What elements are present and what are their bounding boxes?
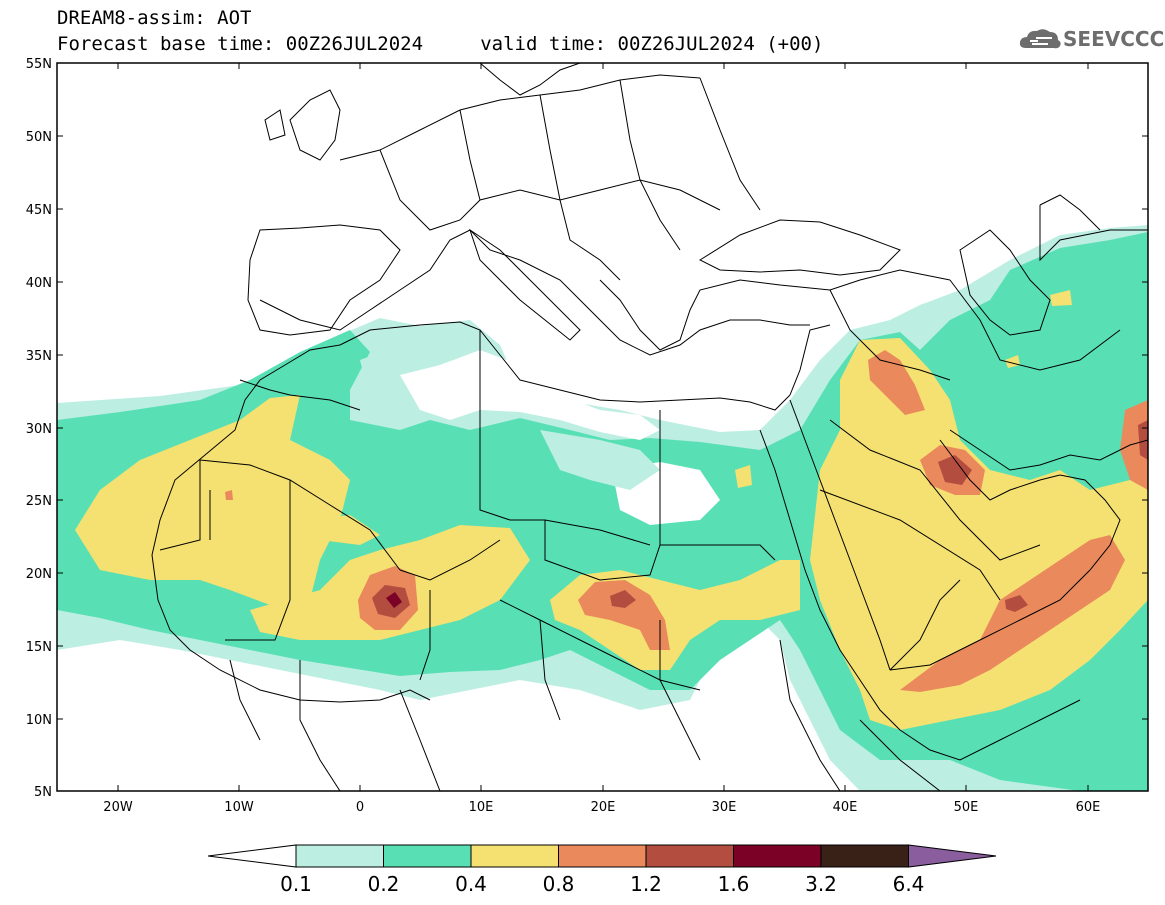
lat-label: 10N <box>26 713 52 728</box>
colorbar-segment <box>645 844 734 868</box>
colorbar-level: 1.6 <box>718 872 750 896</box>
lon-label: 20W <box>103 800 133 815</box>
lon-label: 40E <box>833 800 858 815</box>
aot-field <box>57 225 1148 791</box>
lat-label: 15N <box>26 640 52 655</box>
lon-label: 30E <box>712 800 737 815</box>
lat-label: 50N <box>26 130 52 145</box>
lon-label: 50E <box>954 800 979 815</box>
lat-label: 40N <box>26 276 52 291</box>
lat-label: 5N <box>34 785 52 800</box>
colorbar-level: 0.4 <box>455 872 487 896</box>
colorbar-left-arrow <box>207 844 297 868</box>
lat-label: 20N <box>26 567 52 582</box>
lon-label: 20E <box>591 800 616 815</box>
lon-label: 0 <box>356 800 364 815</box>
lon-label: 10E <box>469 800 494 815</box>
coastlines <box>151 63 1148 791</box>
lat-label: 35N <box>26 349 52 364</box>
colorbar-level: 0.1 <box>280 872 312 896</box>
colorbar-segment <box>470 844 559 868</box>
colorbar-segment <box>558 844 647 868</box>
colorbar-right-arrow <box>908 844 997 868</box>
colorbar-segment <box>383 844 472 868</box>
lat-label: 25N <box>26 494 52 509</box>
map-title: DREAM8-assim: AOT <box>57 7 252 29</box>
colorbar-level: 6.4 <box>893 872 925 896</box>
lat-label: 30N <box>26 422 52 437</box>
lon-label: 60E <box>1076 800 1101 815</box>
colorbar-level: 0.8 <box>543 872 575 896</box>
colorbar-segment <box>820 844 909 868</box>
forecast-time-line: Forecast base time: 00Z26JUL2024 valid t… <box>57 33 824 55</box>
colorbar-segment <box>733 844 822 868</box>
lon-label: 10W <box>224 800 254 815</box>
lat-label: 55N <box>26 57 52 72</box>
colorbar-level: 0.2 <box>368 872 400 896</box>
logo-text: SEEVCCC <box>1063 27 1165 51</box>
colorbar-segment <box>295 844 384 868</box>
lat-label: 45N <box>26 203 52 218</box>
cloud-icon <box>1019 29 1061 49</box>
colorbar: 0.1 0.2 0.4 0.8 1.2 1.6 3.2 6.4 <box>207 844 997 896</box>
colorbar-level: 3.2 <box>805 872 837 896</box>
colorbar-level: 1.2 <box>630 872 662 896</box>
